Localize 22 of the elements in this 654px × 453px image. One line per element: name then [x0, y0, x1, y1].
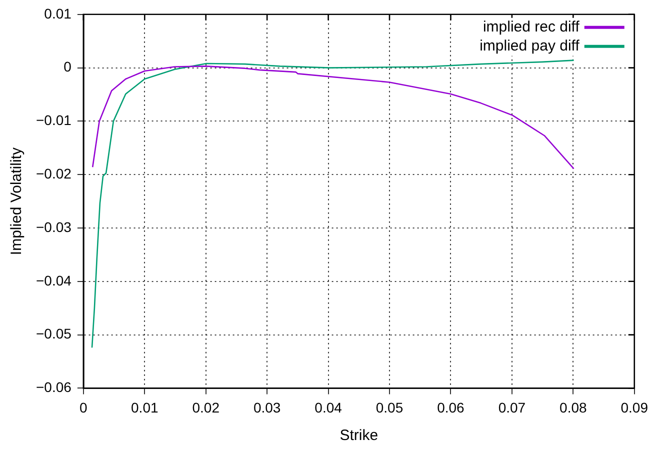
x-tick-label: 0	[80, 399, 88, 416]
x-tick-label: 0.05	[376, 399, 404, 416]
y-tick-label: −0.01	[36, 112, 72, 128]
x-tick-label: 0.09	[620, 399, 648, 416]
x-axis-title: Strike	[340, 427, 378, 444]
y-tick-label: −0.06	[36, 379, 72, 396]
x-tick-label: 0.03	[253, 399, 281, 416]
x-tick-label: 0.04	[314, 399, 342, 416]
y-tick-label: −0.04	[36, 272, 72, 288]
y-axis-title: Implied Volatility	[8, 147, 26, 256]
x-tick-label: 0.06	[437, 399, 465, 416]
y-tick-label: 0	[64, 58, 72, 75]
legend-label: implied rec diff	[482, 18, 580, 36]
legend-label: implied pay diff	[480, 38, 580, 55]
x-tick-label: 0.01	[131, 399, 158, 416]
x-tick-label: 0.07	[498, 399, 526, 416]
y-tick-label: −0.05	[36, 326, 72, 342]
y-tick-label: −0.03	[36, 218, 72, 235]
x-tick-label: 0.02	[192, 399, 220, 416]
x-tick-label: 0.08	[560, 399, 587, 416]
y-tick-label: −0.02	[36, 165, 72, 182]
y-tick-label: 0.01	[44, 5, 72, 22]
